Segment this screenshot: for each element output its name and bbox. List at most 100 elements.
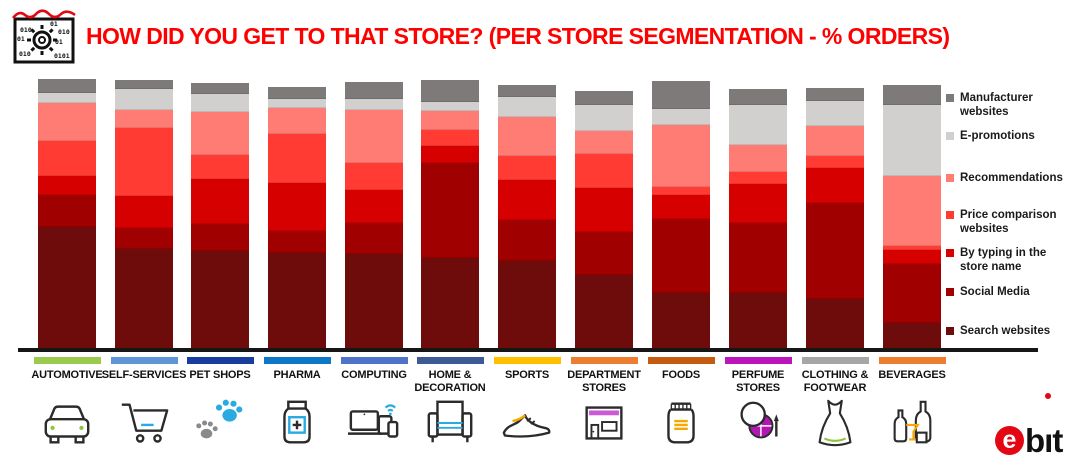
- category-underline-computing: [340, 357, 408, 364]
- segment-price-comparison-websites: [498, 156, 556, 181]
- segment-recommendations: [268, 107, 326, 135]
- bar-clothing-footwear: [806, 88, 864, 349]
- segment-price-comparison-websites: [729, 172, 787, 184]
- bar-sports: [498, 85, 556, 349]
- category-label-department-stores: DEPARTMENT STORES: [567, 369, 641, 395]
- legend-marker-price-comparison-websites: [946, 211, 954, 219]
- category-label-sports: SPORTS: [504, 369, 550, 381]
- category-label-foods: FOODS: [661, 369, 701, 381]
- segment-manufacturer-websites: [38, 79, 96, 93]
- ebit-logo: e bı t: [995, 393, 1063, 457]
- bar-computing: [345, 82, 403, 349]
- segment-e-promotions: [498, 96, 556, 117]
- segment-social-media: [268, 231, 326, 254]
- armchair-icon: [423, 396, 477, 450]
- category-label-automotive: AUTOMOTIVE: [31, 369, 103, 381]
- category-underline-clothing-footwear: [801, 357, 869, 364]
- category-underline-department-stores: [570, 357, 638, 364]
- segment-price-comparison-websites: [806, 155, 864, 168]
- category-underline-automotive: [33, 357, 101, 364]
- segment-by-typing-in-the-store-name: [191, 178, 249, 224]
- legend-item-by-typing-in-the-store-name: By typing in the store name: [946, 247, 1074, 275]
- segment-by-typing-in-the-store-name: [575, 187, 633, 232]
- segment-e-promotions: [883, 104, 941, 177]
- segment-social-media: [191, 223, 249, 251]
- makeup-compact-icon: [731, 396, 785, 450]
- legend-item-social-media: Social Media: [946, 286, 1074, 300]
- segment-search-websites: [345, 254, 403, 349]
- logo-letter-e: e: [995, 426, 1024, 455]
- logo-i-dot: [1045, 393, 1052, 399]
- segment-price-comparison-websites: [191, 154, 249, 179]
- segment-search-websites: [652, 292, 710, 349]
- segment-social-media: [883, 264, 941, 323]
- category-underline-pharma: [263, 357, 331, 364]
- legend-marker-social-media: [946, 288, 954, 296]
- bottles-icon: [885, 396, 939, 450]
- segment-e-promotions: [115, 89, 173, 110]
- segment-price-comparison-websites: [421, 129, 479, 146]
- segment-recommendations: [38, 103, 96, 142]
- category-underline-home-decoration: [416, 357, 484, 364]
- segment-price-comparison-websites: [345, 163, 403, 191]
- segment-manufacturer-websites: [652, 81, 710, 110]
- segment-recommendations: [806, 125, 864, 156]
- segment-e-promotions: [652, 109, 710, 126]
- legend-item-search-websites: Search websites: [946, 325, 1074, 339]
- legend-item-price-comparison-websites: Price comparison websites: [946, 209, 1074, 237]
- legend-marker-e-promotions: [946, 132, 954, 140]
- segment-search-websites: [268, 253, 326, 349]
- segment-search-websites: [115, 249, 173, 349]
- category-underline-foods: [647, 357, 715, 364]
- segment-by-typing-in-the-store-name: [38, 176, 96, 196]
- segment-social-media: [652, 218, 710, 293]
- segment-recommendations: [345, 110, 403, 164]
- segment-recommendations: [115, 109, 173, 129]
- category-underline-perfume-stores: [724, 357, 792, 364]
- segment-by-typing-in-the-store-name: [268, 182, 326, 232]
- segment-manufacturer-websites: [115, 80, 173, 90]
- segment-search-websites: [421, 257, 479, 349]
- legend-item-recommendations: Recommendations: [946, 172, 1074, 186]
- dress-icon: [808, 396, 862, 450]
- segment-manufacturer-websites: [421, 80, 479, 102]
- segment-price-comparison-websites: [575, 154, 633, 188]
- category-label-computing: COMPUTING: [341, 369, 407, 381]
- svg-text:0101: 0101: [54, 52, 70, 60]
- segment-price-comparison-websites: [652, 186, 710, 195]
- segment-recommendations: [191, 112, 249, 155]
- devices-icon: [347, 396, 401, 450]
- car-icon: [40, 396, 94, 450]
- segment-manufacturer-websites: [883, 85, 941, 105]
- category-underline-beverages: [878, 357, 946, 364]
- segment-recommendations: [652, 125, 710, 187]
- paw-prints-icon: [193, 396, 247, 450]
- svg-text:010: 010: [20, 26, 32, 34]
- page-title: HOW DID YOU GET TO THAT STORE? (PER STOR…: [86, 23, 950, 49]
- svg-text:01: 01: [17, 35, 25, 43]
- category-label-pet-shops: PET SHOPS: [189, 369, 251, 381]
- bar-perfume-stores: [729, 89, 787, 349]
- legend-label: E-promotions: [960, 130, 1035, 142]
- segment-search-websites: [498, 260, 556, 349]
- segment-by-typing-in-the-store-name: [883, 249, 941, 265]
- category-label-pharma: PHARMA: [273, 369, 321, 381]
- segment-social-media: [806, 202, 864, 300]
- segment-manufacturer-websites: [345, 82, 403, 100]
- segment-by-typing-in-the-store-name: [421, 145, 479, 164]
- legend-label: Search websites: [960, 325, 1051, 337]
- segment-e-promotions: [575, 105, 633, 131]
- bar-pet-shops: [191, 83, 249, 349]
- segment-manufacturer-websites: [268, 87, 326, 99]
- bar-self-services: [115, 80, 173, 349]
- segment-e-promotions: [191, 93, 249, 113]
- legend-item-manufacturer-websites: Manufacturer websites: [946, 92, 1074, 120]
- legend-label: By typing in the store name: [960, 247, 1047, 273]
- segment-by-typing-in-the-store-name: [806, 167, 864, 203]
- category-label-beverages: BEVERAGES: [878, 369, 946, 381]
- segment-by-typing-in-the-store-name: [652, 194, 710, 219]
- svg-text:010: 010: [19, 50, 31, 58]
- segment-manufacturer-websites: [498, 85, 556, 97]
- storefront-icon: [577, 396, 631, 450]
- x-axis-line: [18, 348, 1038, 352]
